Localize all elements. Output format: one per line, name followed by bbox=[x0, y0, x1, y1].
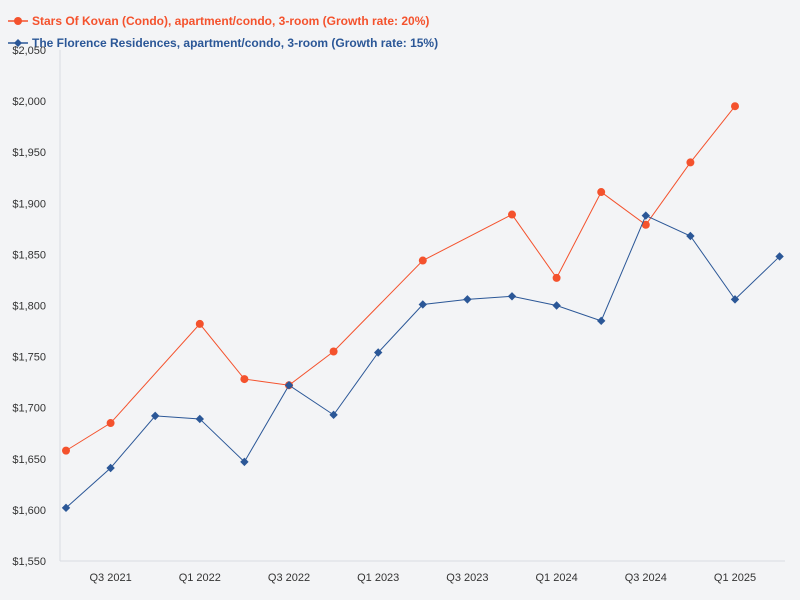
y-tick-label: $2,000 bbox=[12, 96, 46, 108]
series-2-point[interactable] bbox=[686, 231, 695, 241]
series-2-point[interactable] bbox=[418, 300, 427, 309]
y-tick-label: $1,650 bbox=[12, 454, 46, 466]
y-tick-label: $1,900 bbox=[12, 198, 46, 210]
series-2-point[interactable] bbox=[240, 457, 249, 467]
legend-circle-marker-icon bbox=[8, 17, 28, 25]
y-tick-label: $2,050 bbox=[12, 45, 46, 57]
y-tick-label: $1,750 bbox=[12, 352, 46, 364]
x-tick-label: Q3 2023 bbox=[446, 572, 488, 584]
series-2-point[interactable] bbox=[507, 292, 517, 301]
series-2-point[interactable] bbox=[775, 252, 784, 261]
legend-diamond-marker-icon bbox=[8, 39, 28, 47]
x-tick-label: Q1 2024 bbox=[535, 572, 577, 584]
series-2-point[interactable] bbox=[61, 503, 71, 513]
series-1-point[interactable] bbox=[552, 273, 561, 282]
series-2-point[interactable] bbox=[284, 381, 294, 390]
x-tick-label: Q3 2022 bbox=[268, 572, 310, 584]
series-1-point[interactable] bbox=[195, 319, 204, 328]
y-tick-label: $1,850 bbox=[12, 249, 46, 261]
series-2-point[interactable] bbox=[374, 348, 383, 357]
x-tick-label: Q3 2021 bbox=[89, 572, 131, 584]
series-1-line bbox=[65, 105, 736, 452]
series-1-point[interactable] bbox=[240, 375, 249, 384]
series-1-point[interactable] bbox=[418, 256, 427, 265]
series-2-point[interactable] bbox=[641, 211, 650, 220]
legend-item-series-1[interactable]: Stars Of Kovan (Condo), apartment/condo,… bbox=[8, 10, 438, 32]
series-1-point[interactable] bbox=[62, 446, 70, 455]
series-2-point[interactable] bbox=[597, 316, 606, 326]
legend: Stars Of Kovan (Condo), apartment/condo,… bbox=[8, 10, 438, 54]
x-tick-label: Q3 2024 bbox=[625, 572, 667, 584]
series-2-point[interactable] bbox=[730, 295, 740, 304]
y-tick-label: $1,600 bbox=[12, 505, 46, 517]
series-2-point[interactable] bbox=[106, 463, 115, 473]
y-tick-label: $1,700 bbox=[12, 403, 46, 415]
series-2-point[interactable] bbox=[463, 295, 472, 304]
y-tick-label: $1,550 bbox=[12, 556, 46, 568]
legend-item-series-2[interactable]: The Florence Residences, apartment/condo… bbox=[8, 32, 438, 54]
series-1-point[interactable] bbox=[329, 347, 338, 356]
legend-label-series-2: The Florence Residences, apartment/condo… bbox=[32, 36, 439, 50]
y-tick-label: $1,800 bbox=[12, 301, 46, 313]
series-1-point[interactable] bbox=[731, 102, 739, 111]
x-tick-label: Q1 2025 bbox=[714, 572, 756, 584]
x-tick-label: Q1 2023 bbox=[357, 572, 399, 584]
series-1-point[interactable] bbox=[597, 188, 606, 197]
x-tick-label: Q1 2022 bbox=[179, 572, 221, 584]
series-1-point[interactable] bbox=[508, 210, 516, 219]
series-1-point[interactable] bbox=[686, 158, 695, 167]
series-2-point[interactable] bbox=[195, 414, 204, 424]
series-1-point[interactable] bbox=[106, 419, 115, 428]
y-tick-label: $1,950 bbox=[12, 147, 46, 159]
series-1-point[interactable] bbox=[641, 220, 650, 229]
series-2-point[interactable] bbox=[552, 301, 561, 310]
legend-label-series-1: Stars Of Kovan (Condo), apartment/condo,… bbox=[32, 14, 430, 28]
series-2-point[interactable] bbox=[151, 411, 160, 421]
series-2-point[interactable] bbox=[329, 410, 338, 420]
